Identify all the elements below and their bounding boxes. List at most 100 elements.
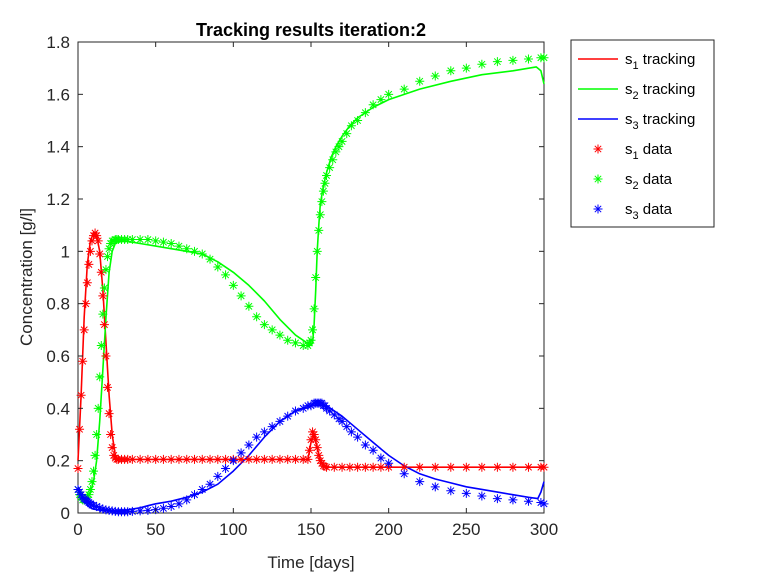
legend-marker-swatch	[593, 174, 603, 184]
data-point	[376, 453, 386, 463]
data-point	[353, 432, 363, 442]
data-point	[158, 454, 168, 464]
legend-label: s3 tracking	[625, 111, 695, 132]
data-point	[328, 155, 338, 165]
data-point	[320, 461, 330, 471]
data-point	[523, 54, 533, 64]
legend-label: s1 tracking	[625, 51, 695, 72]
data-point	[492, 494, 502, 504]
data-point	[174, 454, 184, 464]
data-point	[399, 84, 409, 94]
legend-label: s2 tracking	[625, 81, 695, 102]
data-point	[298, 341, 308, 351]
data-point	[252, 432, 262, 442]
data-point	[360, 108, 370, 118]
legend: s1 tracking s2 tracking s3 tracking s1 data…	[570, 39, 715, 228]
data-point	[308, 427, 318, 437]
legend-entry: s1 data	[593, 141, 673, 162]
x-tick-label: 50	[146, 520, 165, 539]
x-axis: 0 50 100 150 200 250 300	[73, 42, 558, 539]
data-point	[244, 301, 254, 311]
y-tick-label: 1.8	[46, 33, 70, 52]
legend-entry: s2 tracking	[578, 81, 695, 102]
x-axis-label: Time [days]	[267, 553, 354, 572]
data-point	[536, 498, 546, 508]
data-point	[143, 505, 153, 515]
data-point	[228, 280, 238, 290]
data-point	[236, 291, 246, 301]
data-point	[322, 462, 332, 472]
data-point	[76, 390, 86, 400]
data-point	[182, 495, 192, 505]
series-6	[73, 398, 549, 517]
data-point	[93, 236, 103, 246]
data-point	[98, 504, 108, 514]
series-2	[77, 66, 545, 501]
data-point	[523, 462, 533, 472]
data-point	[290, 454, 300, 464]
data-point	[95, 372, 105, 382]
data-point	[95, 503, 105, 513]
data-point	[104, 409, 114, 419]
data-point	[308, 325, 318, 335]
data-point	[221, 454, 231, 464]
data-point	[303, 454, 313, 464]
data-point	[135, 506, 145, 516]
y-tick-label: 0.2	[46, 452, 70, 471]
data-point	[174, 241, 184, 251]
data-point	[93, 403, 103, 413]
data-point	[477, 491, 487, 501]
data-point	[76, 490, 86, 500]
data-point	[461, 488, 471, 498]
data-point	[84, 259, 94, 269]
data-point	[334, 142, 344, 152]
data-point	[103, 382, 113, 392]
data-point	[477, 462, 487, 472]
x-tick-label: 300	[530, 520, 558, 539]
data-point	[492, 462, 502, 472]
data-point	[384, 458, 394, 468]
data-point	[314, 225, 324, 235]
data-point	[298, 454, 308, 464]
data-point	[151, 454, 161, 464]
data-point	[166, 454, 176, 464]
data-point	[151, 236, 161, 246]
data-point	[337, 136, 347, 146]
data-point	[303, 341, 313, 351]
data-point	[78, 356, 88, 366]
x-tick-label: 150	[297, 520, 325, 539]
data-point	[123, 507, 133, 517]
data-point	[84, 490, 94, 500]
data-point	[315, 210, 325, 220]
data-point	[244, 440, 254, 450]
data-point	[368, 445, 378, 455]
plot-marks	[73, 53, 549, 517]
data-point	[259, 320, 269, 330]
y-axis-label: Concentration [g/l]	[17, 208, 36, 346]
data-point	[376, 462, 386, 472]
data-point	[446, 462, 456, 472]
data-point	[92, 430, 102, 439]
x-tick-label: 0	[73, 520, 82, 539]
data-point	[127, 506, 137, 516]
data-point	[267, 454, 277, 464]
y-tick-label: 0.6	[46, 347, 70, 366]
data-point	[320, 178, 330, 188]
data-point	[309, 430, 319, 439]
data-point	[275, 330, 285, 340]
data-point	[106, 430, 116, 439]
data-point	[236, 448, 246, 458]
x-tick-label: 100	[219, 520, 247, 539]
data-point	[329, 410, 339, 420]
data-point	[236, 454, 246, 464]
data-point	[353, 116, 363, 125]
data-point	[320, 401, 330, 411]
data-point	[399, 469, 409, 479]
y-tick-label: 1.4	[46, 138, 70, 157]
data-point	[205, 254, 215, 264]
data-point	[197, 484, 207, 494]
data-point	[174, 499, 184, 509]
data-point	[360, 440, 370, 450]
data-point	[446, 66, 456, 76]
data-point	[275, 416, 285, 426]
